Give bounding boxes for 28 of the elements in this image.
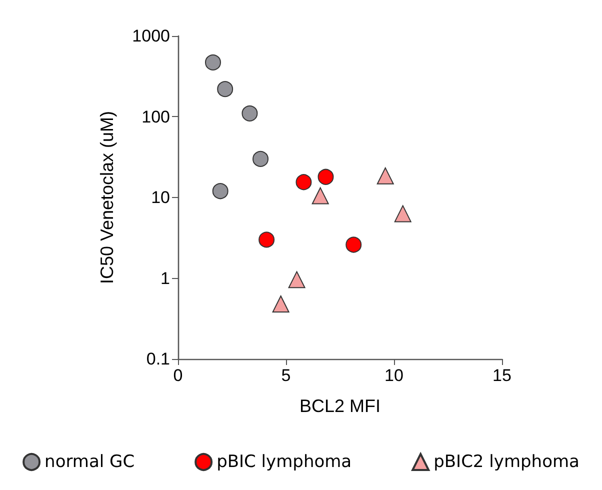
- x-tick-label: 5: [281, 366, 291, 385]
- point: [258, 232, 275, 248]
- point: [252, 150, 269, 167]
- point: [288, 271, 306, 288]
- point: [394, 205, 412, 222]
- y-tick-label: 10: [151, 188, 170, 207]
- y-tick-label: 1: [160, 268, 170, 288]
- point: [312, 187, 329, 204]
- legend-label: normal GC: [44, 452, 135, 472]
- point: [217, 81, 234, 98]
- legend-label: pBIC lymphoma: [216, 452, 352, 472]
- point: [346, 236, 362, 253]
- point: [242, 105, 258, 122]
- point: [272, 295, 290, 312]
- point: [318, 168, 334, 185]
- x-tick-label: 15: [492, 366, 512, 385]
- y-tick-label: 1000: [132, 26, 170, 46]
- point: [296, 174, 312, 190]
- y-tick-label: 0.1: [146, 350, 170, 368]
- x-tick-label: 10: [384, 366, 404, 385]
- y-tick-label: 100: [142, 107, 170, 126]
- x-axis-title: BCL2 MFI: [299, 396, 381, 416]
- x-tick-label: 0: [173, 366, 183, 385]
- y-axis-title: IC50 Venetoclax (uM): [97, 110, 117, 284]
- point: [205, 54, 221, 70]
- legend-label: pBIC2 lymphoma: [434, 452, 580, 472]
- point: [212, 183, 228, 200]
- point: [376, 167, 394, 184]
